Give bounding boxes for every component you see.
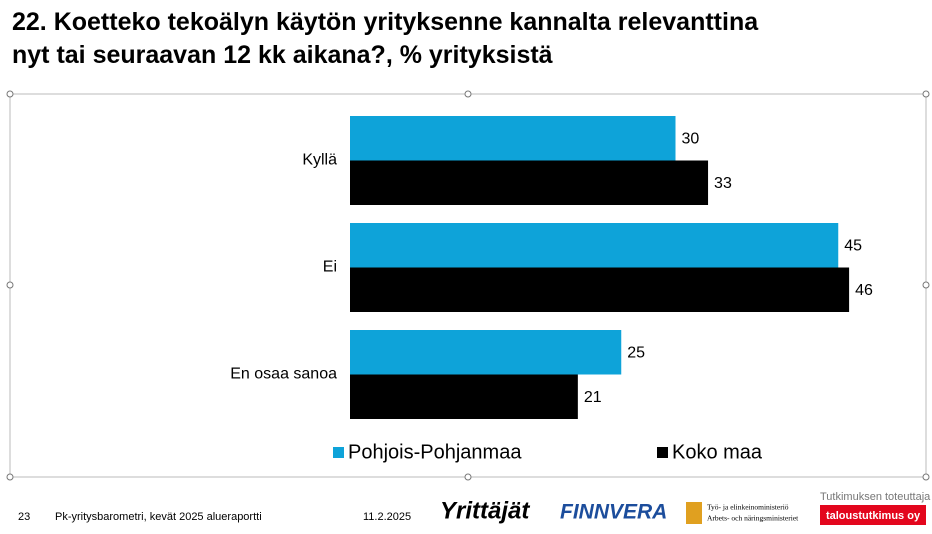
report-name: Pk-yritysbarometri, kevät 2025 aluerapor…	[55, 511, 262, 523]
bar	[350, 223, 839, 268]
value-label: 21	[584, 389, 602, 406]
logo-finnvera: FINNVERA	[560, 501, 667, 524]
bar	[350, 374, 578, 419]
producer-label: Tutkimuksen toteuttaja	[820, 491, 931, 503]
value-label: 45	[844, 237, 862, 254]
legend-label: Koko maa	[672, 441, 763, 463]
frame-handles	[6, 90, 930, 481]
bar	[350, 160, 709, 205]
page-number: 23	[18, 511, 30, 523]
legend-label: Pohjois-Pohjanmaa	[348, 441, 522, 463]
logo-yrittajat: Yrittäjät	[440, 497, 530, 524]
logo-ministry: Työ- ja elinkeinoministeriö	[707, 503, 789, 512]
logo-ministry: Arbets- och näringsministeriet	[707, 514, 799, 523]
category-label: Kyllä	[302, 152, 337, 169]
value-label: 33	[714, 175, 732, 192]
legend-swatch	[657, 447, 668, 458]
category-label: Ei	[323, 259, 337, 276]
plot: Kyllä 30 33 Ei 45 46 En osaa sanoa 25 21 Pohjois-…	[230, 116, 873, 463]
producer-logo: taloustutkimus oy	[826, 510, 921, 522]
bar	[350, 267, 850, 312]
bar	[350, 116, 676, 161]
logo-crest	[686, 502, 702, 524]
bar	[350, 330, 622, 375]
legend-swatch	[333, 447, 344, 458]
title-line: 22. Koetteko tekoälyn käytön yrityksenne…	[12, 8, 759, 36]
value-label: 30	[682, 130, 700, 147]
date: 11.2.2025	[363, 511, 411, 523]
producer-box	[820, 505, 926, 525]
value-label: 46	[855, 282, 873, 299]
title-line: nyt tai seuraavan 12 kk aikana?, % yrity…	[12, 41, 553, 69]
value-label: 25	[627, 344, 645, 361]
category-label: En osaa sanoa	[230, 366, 337, 383]
